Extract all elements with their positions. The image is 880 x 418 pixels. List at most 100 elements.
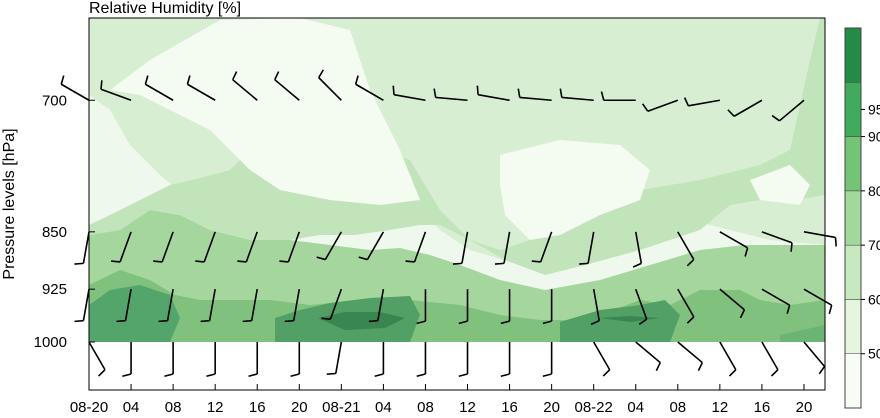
- wind-barb-flag: [316, 256, 326, 261]
- contour-band: [89, 285, 180, 342]
- wind-barb-flag: [153, 260, 163, 263]
- colorbar-segment: [844, 244, 862, 300]
- wind-barb-flag: [590, 319, 600, 326]
- wind-barb: [719, 341, 737, 371]
- x-tick-label: 08: [417, 399, 434, 416]
- wind-barb: [761, 341, 779, 371]
- y-tick-label: 700: [42, 92, 67, 109]
- y-tick-label: 850: [42, 224, 67, 241]
- x-tick-label: 04: [123, 399, 140, 416]
- wind-barb-flag: [321, 317, 331, 321]
- wind-barb-flag: [771, 114, 780, 122]
- wind-barb: [329, 288, 343, 320]
- x-tick-label: 08-22: [574, 399, 612, 416]
- wind-barb-flag: [392, 85, 395, 95]
- wind-barb-flag: [433, 88, 437, 98]
- x-tick-label: 08: [669, 399, 686, 416]
- x-tick-label: 12: [207, 399, 224, 416]
- wind-barb-flag: [452, 262, 463, 265]
- x-tick-label: 08: [165, 399, 182, 416]
- plot-frame: [88, 17, 826, 391]
- colorbar-segment: [844, 353, 862, 409]
- wind-barb: [634, 288, 648, 320]
- wind-barb-flag: [531, 260, 541, 263]
- below-ground-mask: [89, 342, 825, 390]
- wind-barb-flag: [60, 75, 65, 85]
- wind-barb: [82, 231, 90, 264]
- colorbar-segment: [844, 27, 862, 83]
- colorbar-segment: [844, 82, 862, 137]
- wind-barb: [208, 289, 216, 321]
- wind-barb-flag: [116, 319, 126, 323]
- wind-barb-flag: [602, 369, 611, 377]
- wind-barb-flag: [416, 320, 426, 325]
- y-tick-label: 925: [42, 281, 67, 298]
- x-tick-label: 08-21: [322, 399, 360, 416]
- low-humidity-region: [500, 140, 650, 240]
- wind-barb: [318, 77, 342, 101]
- wind-barb-flag: [517, 88, 521, 98]
- wind-barb-flag: [74, 319, 84, 323]
- wind-barb: [677, 341, 703, 364]
- wind-barb: [245, 231, 258, 263]
- wind-barb: [719, 288, 745, 311]
- wind-barb-flag: [242, 319, 252, 323]
- wind-barb-flag: [237, 260, 247, 263]
- wind-barb-flag: [834, 237, 837, 247]
- wind-barb-flag: [274, 71, 280, 81]
- wind-barb: [435, 96, 468, 102]
- wind-barb-flag: [542, 320, 552, 325]
- wind-barb: [355, 83, 384, 101]
- x-tick-label: 16: [754, 399, 771, 416]
- wind-barb: [161, 231, 174, 263]
- wind-barb-flag: [600, 91, 605, 101]
- wind-barb-flag: [74, 262, 84, 265]
- wind-barb: [377, 289, 385, 321]
- wind-barb: [250, 289, 259, 321]
- wind-barb: [635, 341, 661, 364]
- wind-barb: [145, 83, 174, 101]
- wind-barb-flag: [195, 260, 205, 263]
- contour-band: [89, 18, 825, 275]
- wind-barb-flag: [122, 373, 132, 378]
- wind-barb: [203, 231, 216, 263]
- colorbar-tick-label: 95: [868, 101, 880, 117]
- wind-barb: [677, 231, 695, 260]
- chart-title: Relative Humidity [%]: [89, 0, 241, 17]
- wind-barb-flag: [458, 320, 468, 325]
- wind-barb-flag: [770, 369, 779, 377]
- wind-barb: [803, 288, 833, 306]
- wind-barb-flag: [231, 71, 238, 81]
- colorbar-frame: [844, 27, 862, 409]
- wind-barb: [413, 231, 427, 263]
- wind-barb-flag: [326, 372, 336, 376]
- x-tick-label: 12: [712, 399, 729, 416]
- wind-barb: [503, 231, 511, 264]
- wind-barb-flag: [476, 85, 479, 95]
- wind-barb-flag: [368, 319, 378, 323]
- wind-barb-flag: [683, 97, 690, 107]
- x-tick-label: 08-20: [70, 399, 108, 416]
- x-tick-label: 20: [796, 399, 813, 416]
- wind-barb-flag: [632, 262, 642, 268]
- plot-area: [60, 17, 837, 391]
- wind-barb: [461, 231, 469, 264]
- contour-band: [318, 312, 405, 330]
- wind-barb: [232, 79, 258, 101]
- wind-barb-flag: [200, 319, 210, 323]
- wind-barb-flag: [500, 373, 510, 378]
- wind-barb-flag: [579, 262, 589, 265]
- contour-band: [560, 300, 680, 342]
- colorbar-segment: [844, 136, 862, 192]
- wind-barb: [82, 289, 90, 321]
- wind-barb: [292, 289, 301, 321]
- wind-barb: [761, 231, 793, 244]
- wind-barb-flag: [686, 258, 695, 267]
- wind-barb: [634, 231, 643, 264]
- x-tick-label: 04: [375, 399, 392, 416]
- colorbar-tick-label: 50: [868, 346, 880, 362]
- wind-barb-flag: [559, 88, 563, 98]
- colorbar: 50 60 70 80 90 95: [844, 27, 880, 409]
- wind-barb-flag: [494, 262, 505, 265]
